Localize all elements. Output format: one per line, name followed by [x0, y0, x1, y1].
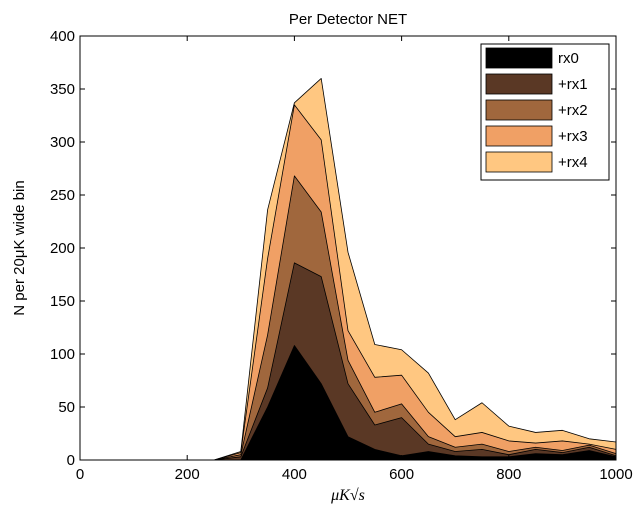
y-tick-labels: 0 50 100 150 200 250 300 350 400	[50, 28, 75, 469]
legend-entries: rx0 +rx1 +rx2 +rx3 +rx4	[485, 47, 588, 173]
legend-label-plus-rx4: +rx4	[558, 154, 588, 171]
legend-swatch-plus-rx1	[485, 73, 553, 95]
x-axis-label: μK√s	[330, 487, 365, 504]
y-axis-label: N per 20μK wide bin	[11, 180, 28, 315]
y-tick-label-400: 400	[50, 28, 75, 45]
x-tick-label-800: 800	[496, 466, 521, 483]
y-tick-label-150: 150	[50, 293, 75, 310]
y-tick-label-350: 350	[50, 81, 75, 98]
chart-title: Per Detector NET	[289, 11, 407, 28]
x-tick-label-600: 600	[389, 466, 414, 483]
legend-label-rx0: rx0	[558, 50, 579, 67]
x-tick-label-0: 0	[76, 466, 84, 483]
x-tick-label-200: 200	[175, 466, 200, 483]
y-tick-label-50: 50	[58, 399, 75, 416]
y-tick-label-100: 100	[50, 346, 75, 363]
legend-swatch-plus-rx4	[485, 151, 553, 173]
x-tick-labels: 0 200 400 600 800 1000	[76, 466, 633, 483]
legend-swatch-plus-rx3	[485, 125, 553, 147]
legend-label-plus-rx1: +rx1	[558, 76, 588, 93]
legend-swatch-rx0	[485, 47, 553, 69]
axis-ticks-layer	[79, 35, 617, 461]
legend: rx0 +rx1 +rx2 +rx3 +rx4	[480, 43, 610, 181]
x-tick-label-400: 400	[282, 466, 307, 483]
legend-swatch-plus-rx2	[485, 99, 553, 121]
y-tick-label-300: 300	[50, 134, 75, 151]
legend-label-plus-rx2: +rx2	[558, 102, 588, 119]
y-tick-label-250: 250	[50, 187, 75, 204]
legend-label-plus-rx3: +rx3	[558, 128, 588, 145]
x-tick-label-1000: 1000	[599, 466, 632, 483]
y-tick-label-0: 0	[67, 452, 75, 469]
y-tick-label-200: 200	[50, 240, 75, 257]
